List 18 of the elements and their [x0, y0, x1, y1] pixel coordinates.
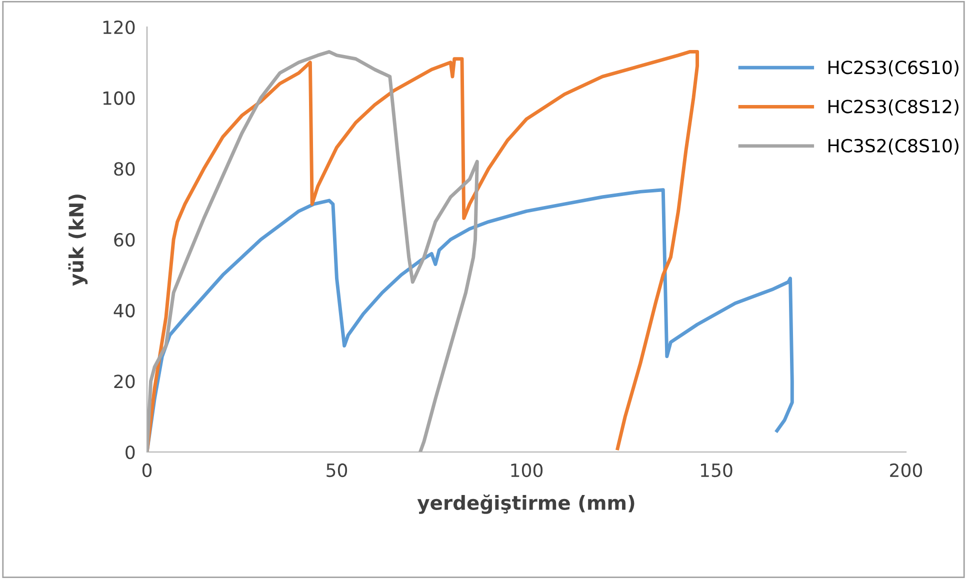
x-tick-label: 150 — [701, 463, 732, 478]
y-tick-label: 100 — [103, 91, 135, 105]
y-tick-label: 20 — [114, 374, 135, 388]
x-tick-label: 100 — [511, 463, 543, 478]
y-tick-label: 0 — [126, 445, 135, 460]
line-series — [147, 50, 700, 452]
y-tick-label: 60 — [114, 232, 135, 247]
y-tick-label: 80 — [114, 162, 135, 176]
legend-label: HC2S3(C6S10) — [828, 60, 958, 76]
x-axis-title: yerdeğiştirme (mm) — [417, 494, 634, 514]
y-tick-label: 120 — [103, 20, 135, 34]
legend-label: HC3S2(C8S10) — [828, 138, 958, 155]
x-tick-label: 200 — [890, 463, 922, 478]
legend-label: HC2S3(C8S12) — [828, 99, 958, 116]
y-tick-label: 40 — [114, 304, 135, 318]
x-tick-label: 50 — [326, 463, 348, 478]
x-tick-label: 0 — [142, 463, 152, 478]
y-axis-title: yük (kN) — [68, 194, 88, 286]
